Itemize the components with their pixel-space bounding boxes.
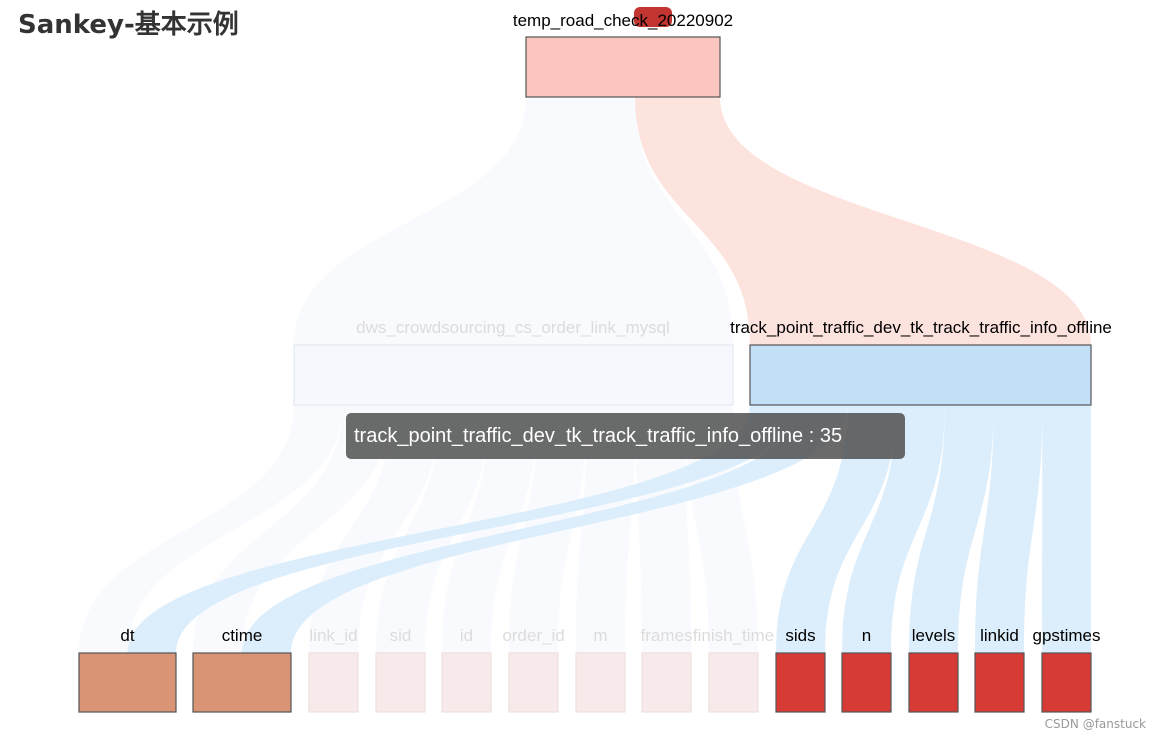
node-label: frames bbox=[641, 626, 693, 645]
node-label: gpstimes bbox=[1032, 626, 1100, 645]
sankey-link[interactable] bbox=[79, 405, 343, 653]
sankey-link[interactable] bbox=[635, 97, 1091, 345]
sankey-node[interactable] bbox=[293, 344, 734, 406]
node-label: id bbox=[460, 626, 473, 645]
sankey-node[interactable] bbox=[841, 652, 892, 713]
sankey-node[interactable] bbox=[708, 652, 759, 713]
sankey-node[interactable] bbox=[575, 652, 626, 713]
node-label: ctime bbox=[222, 626, 263, 645]
sankey-link[interactable] bbox=[635, 405, 691, 653]
node-label: track_point_traffic_dev_tk_track_traffic… bbox=[730, 318, 1112, 337]
node-label: dt bbox=[120, 626, 134, 645]
sankey-node[interactable] bbox=[1041, 652, 1092, 713]
sankey-node[interactable] bbox=[908, 652, 959, 713]
tooltip: track_point_traffic_dev_tk_track_traffic… bbox=[346, 413, 905, 459]
watermark: CSDN @fanstuck bbox=[1044, 717, 1146, 731]
sankey-link[interactable] bbox=[442, 405, 538, 653]
sankey-node[interactable] bbox=[641, 652, 692, 713]
node-label: linkid bbox=[980, 626, 1019, 645]
sankey-node[interactable] bbox=[375, 652, 426, 713]
sankey-node[interactable] bbox=[508, 652, 559, 713]
sankey-link[interactable] bbox=[909, 405, 994, 653]
node-label: finish_time bbox=[693, 626, 774, 645]
sankey-link[interactable] bbox=[576, 405, 636, 653]
node-label: order_id bbox=[502, 626, 564, 645]
sankey-node[interactable] bbox=[192, 652, 292, 713]
node-label: n bbox=[862, 626, 871, 645]
node-label: temp_road_check_20220902 bbox=[513, 11, 733, 30]
chart-title: Sankey-基本示例 bbox=[18, 10, 239, 40]
sankey-node[interactable] bbox=[525, 36, 721, 98]
node-label: levels bbox=[912, 626, 955, 645]
sankey-link[interactable] bbox=[975, 405, 1043, 653]
node-label: link_id bbox=[309, 626, 357, 645]
node-label: sids bbox=[785, 626, 815, 645]
sankey-node[interactable] bbox=[441, 652, 492, 713]
sankey-node[interactable] bbox=[78, 652, 177, 713]
sankey-link[interactable] bbox=[127, 405, 799, 653]
legend-marker[interactable] bbox=[634, 7, 672, 27]
sankey-link[interactable] bbox=[776, 405, 897, 653]
node-label: sid bbox=[390, 626, 412, 645]
sankey-link[interactable] bbox=[1042, 405, 1091, 653]
sankey-link[interactable] bbox=[294, 97, 733, 345]
sankey-link[interactable] bbox=[193, 405, 392, 653]
sankey-link[interactable] bbox=[842, 405, 945, 653]
node-label: m bbox=[593, 626, 607, 645]
sankey-node[interactable] bbox=[775, 652, 826, 713]
sankey-link[interactable] bbox=[376, 405, 490, 653]
sankey-node[interactable] bbox=[749, 344, 1092, 406]
sankey-node[interactable] bbox=[308, 652, 359, 713]
node-label: dws_crowdsourcing_cs_order_link_mysql bbox=[356, 318, 670, 337]
sankey-node[interactable] bbox=[974, 652, 1025, 713]
sankey-link[interactable] bbox=[242, 405, 848, 653]
